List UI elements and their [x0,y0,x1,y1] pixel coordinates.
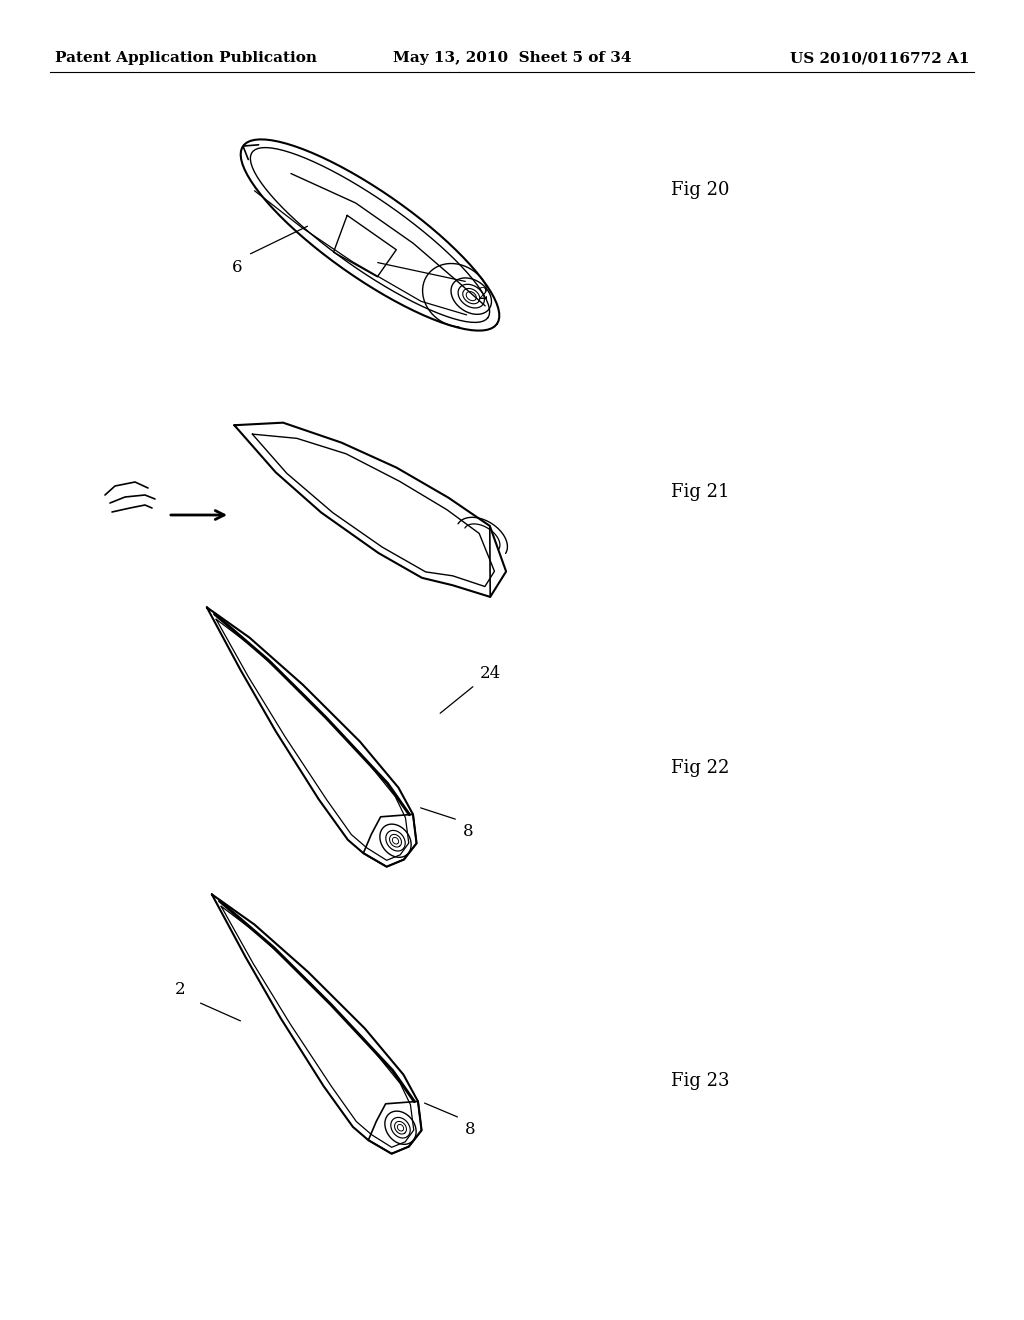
Text: Fig 22: Fig 22 [671,759,729,777]
Text: 24: 24 [480,665,502,682]
Text: 2: 2 [174,981,185,998]
Text: Fig 21: Fig 21 [671,483,729,502]
Text: 8: 8 [463,822,474,840]
Text: May 13, 2010  Sheet 5 of 34: May 13, 2010 Sheet 5 of 34 [393,51,631,65]
Text: 6: 6 [231,259,243,276]
Text: Fig 23: Fig 23 [671,1072,729,1090]
Text: Fig 20: Fig 20 [671,181,729,199]
Text: 8: 8 [465,1121,475,1138]
Text: Patent Application Publication: Patent Application Publication [55,51,317,65]
Text: 2: 2 [478,286,488,304]
Text: US 2010/0116772 A1: US 2010/0116772 A1 [791,51,970,65]
